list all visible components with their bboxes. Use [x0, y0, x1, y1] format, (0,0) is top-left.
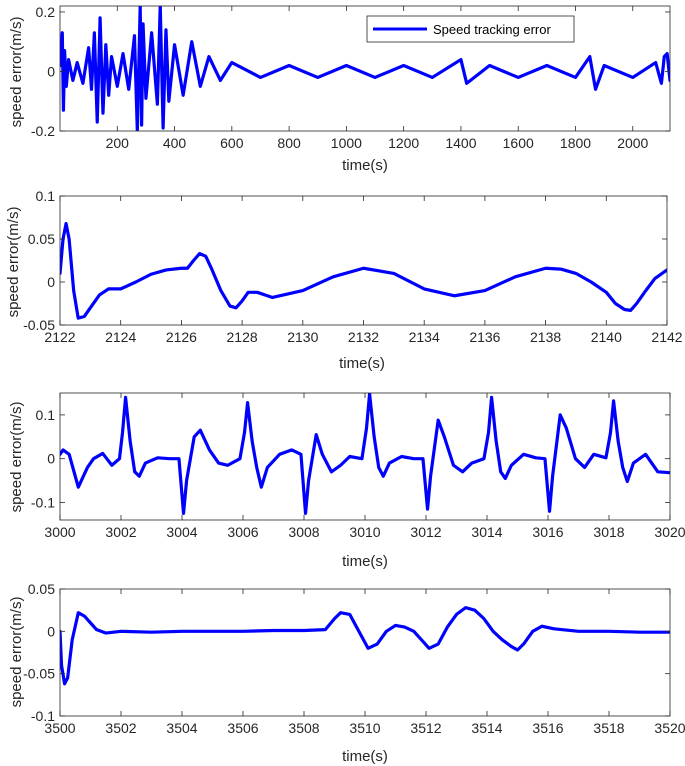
y-axis-label: speed error(m/s): [8, 597, 25, 708]
y-axis-label: speed error(m/s): [8, 402, 25, 513]
y-tick-label: -0.2: [31, 123, 55, 139]
series-line: [60, 221, 667, 320]
y-axis-label: speed error(m/s): [5, 207, 22, 318]
x-tick-label: 3014: [471, 524, 502, 540]
x-tick-label: 2142: [651, 329, 682, 345]
plot-frame: [59, 588, 671, 717]
x-tick-label: 3008: [288, 524, 319, 540]
chart-panel-2: time(s) speed error(m/s) 2122 2124 2126 212…: [5, 188, 683, 372]
x-tick-label: 3020: [654, 524, 685, 540]
x-tick-label: 3502: [105, 720, 136, 736]
x-axis-label: time(s): [342, 748, 388, 765]
y-tick-label: -0.1: [31, 494, 55, 510]
y-tick-label: 0: [47, 623, 55, 639]
x-tick-label: 3010: [349, 524, 380, 540]
x-tick-label: 2128: [227, 329, 258, 345]
x-tick-label: 3016: [532, 524, 563, 540]
plot-frame: [59, 392, 671, 521]
x-tick-label: 1200: [388, 135, 419, 151]
x-axis-label: time(s): [339, 355, 385, 372]
x-tick-label: 2124: [105, 329, 136, 345]
y-tick-label: 0: [47, 451, 55, 467]
x-tick-label: 3512: [410, 720, 441, 736]
x-axis-label: time(s): [342, 553, 388, 570]
x-tick-label: 3006: [227, 524, 258, 540]
plot-frame: [59, 195, 668, 326]
y-tick-label: -0.05: [23, 317, 55, 333]
chart-panel-4: time(s) speed error(m/s) 3500 3502 3504 350…: [8, 581, 685, 765]
chart-panel-3: time(s) speed error(m/s) 3000 3002 3004 300…: [8, 392, 685, 570]
x-tick-label: 2134: [409, 329, 440, 345]
x-tick-label: 3514: [471, 720, 502, 736]
x-tick-label: 1800: [560, 135, 591, 151]
y-tick-label: 0.05: [28, 231, 55, 247]
x-tick-label: 600: [220, 135, 244, 151]
x-tick-label: 3504: [166, 720, 197, 736]
x-tick-label: 1000: [331, 135, 362, 151]
series-line: [60, 6, 670, 131]
x-tick-label: 2000: [617, 135, 648, 151]
x-tick-label: 3518: [593, 720, 624, 736]
y-tick-label: -0.05: [23, 666, 55, 682]
x-tick-label: 3510: [349, 720, 380, 736]
y-tick-label: 0.1: [36, 188, 56, 204]
x-tick-label: 400: [163, 135, 187, 151]
x-tick-label: 2126: [166, 329, 197, 345]
x-axis-label: time(s): [342, 157, 388, 174]
chart-panel-1: time(s) speed error(m/s) Speed tracking …: [8, 4, 671, 174]
x-tick-label: 3500: [44, 720, 75, 736]
y-tick-label: 0.05: [28, 581, 55, 597]
plot-frame: [59, 5, 671, 132]
legend: Speed tracking error: [366, 15, 575, 43]
x-tick-label: 3018: [593, 524, 624, 540]
y-tick-label: 0: [47, 63, 55, 79]
y-tick-label: 0: [47, 274, 55, 290]
legend-label: Speed tracking error: [433, 22, 551, 37]
x-tick-label: 3516: [532, 720, 563, 736]
y-tick-label: 0.1: [36, 407, 56, 423]
y-tick-label: 0.2: [36, 4, 56, 20]
x-tick-label: 200: [106, 135, 130, 151]
x-tick-label: 3000: [44, 524, 75, 540]
x-tick-label: 1600: [503, 135, 534, 151]
x-tick-label: 3004: [166, 524, 197, 540]
x-tick-label: 2132: [348, 329, 379, 345]
x-tick-label: 2130: [287, 329, 318, 345]
x-tick-label: 2138: [530, 329, 561, 345]
x-tick-label: 1400: [445, 135, 476, 151]
x-tick-label: 3508: [288, 720, 319, 736]
x-tick-label: 3506: [227, 720, 258, 736]
series-line: [60, 393, 670, 516]
y-tick-label: -0.1: [31, 708, 55, 724]
x-tick-label: 800: [277, 135, 301, 151]
y-axis-label: speed error(m/s): [8, 17, 25, 128]
x-tick-label: 3520: [654, 720, 685, 736]
x-tick-label: 2122: [44, 329, 75, 345]
series-line: [60, 606, 670, 686]
x-tick-label: 3002: [105, 524, 136, 540]
x-tick-label: 2136: [469, 329, 500, 345]
x-tick-label: 2140: [591, 329, 622, 345]
x-tick-label: 3012: [410, 524, 441, 540]
